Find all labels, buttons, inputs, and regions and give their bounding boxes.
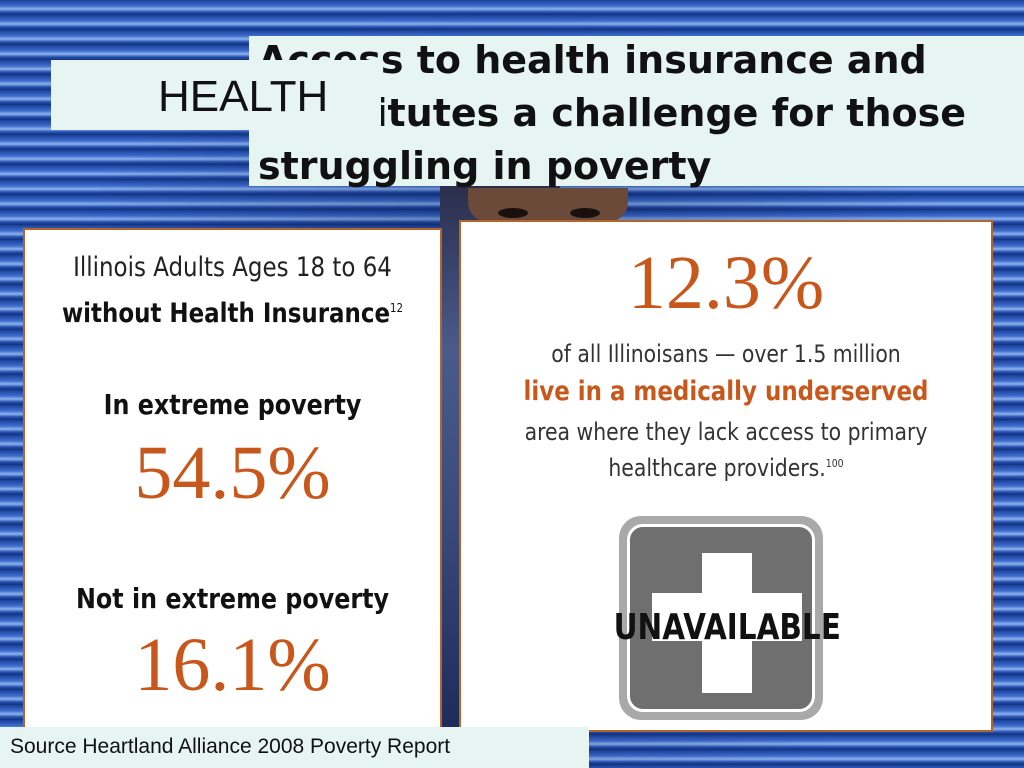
section-label-box	[51, 60, 381, 130]
section-label: HEALTH	[158, 72, 329, 121]
underserved-line4: healthcare providers.100	[501, 454, 952, 482]
underserved-stat: 12.3%	[627, 241, 825, 325]
extreme-poverty-label: In extreme poverty	[103, 388, 362, 421]
not-extreme-poverty-label: Not in extreme poverty	[76, 582, 389, 615]
medical-cross-icon-bar	[652, 593, 802, 641]
not-extreme-poverty-value: 16.1%	[134, 623, 331, 707]
source-box	[0, 727, 589, 768]
underserved-line4-text: healthcare providers.	[608, 454, 826, 482]
underserved-panel: 12.3% of all Illinoisans — over 1.5 mill…	[459, 220, 993, 732]
unavailable-sign: UNAVAILABLE	[614, 516, 841, 720]
uninsured-heading-line1: Illinois Adults Ages 18 to 64	[73, 252, 392, 283]
underserved-line3: area where they lack access to primary	[524, 418, 928, 446]
footnote-ref: 12	[390, 301, 404, 315]
unavailable-text: UNAVAILABLE	[613, 607, 841, 648]
underserved-line2: live in a medically underserved	[523, 376, 929, 407]
background-eye	[498, 208, 528, 218]
uninsured-heading-line2: without Health Insurance12	[56, 298, 409, 329]
uninsured-heading-text: without Health Insurance	[61, 298, 391, 329]
source-citation: Source Heartland Alliance 2008 Poverty R…	[10, 735, 451, 758]
footnote-ref: 100	[825, 457, 844, 470]
sign-face: UNAVAILABLE	[614, 524, 841, 712]
background-face	[468, 188, 628, 222]
background-eye	[570, 208, 600, 218]
uninsured-panel: Illinois Adults Ages 18 to 64 without He…	[23, 228, 442, 732]
underserved-line1: of all Illinoisans — over 1.5 million	[551, 340, 901, 368]
extreme-poverty-value: 54.5%	[134, 431, 331, 515]
